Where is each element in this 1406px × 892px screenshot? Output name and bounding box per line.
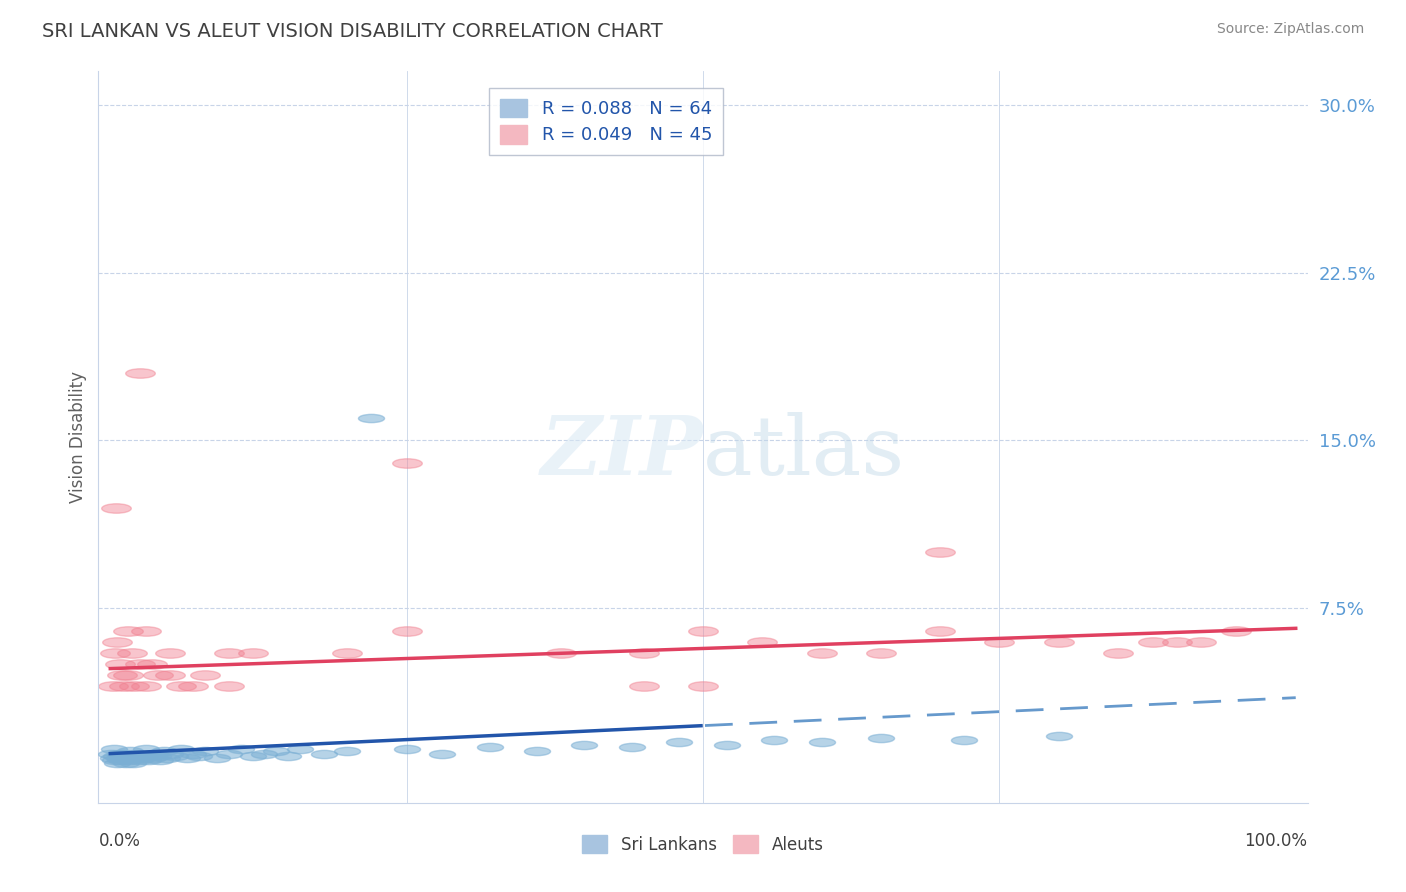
Text: Source: ZipAtlas.com: Source: ZipAtlas.com xyxy=(1216,22,1364,37)
Text: ZIP: ZIP xyxy=(540,412,703,491)
Text: SRI LANKAN VS ALEUT VISION DISABILITY CORRELATION CHART: SRI LANKAN VS ALEUT VISION DISABILITY CO… xyxy=(42,22,664,41)
Text: 0.0%: 0.0% xyxy=(98,832,141,850)
Y-axis label: Vision Disability: Vision Disability xyxy=(69,371,87,503)
Text: 100.0%: 100.0% xyxy=(1244,832,1308,850)
Text: atlas: atlas xyxy=(703,412,905,491)
Legend: Sri Lankans, Aleuts: Sri Lankans, Aleuts xyxy=(575,829,831,860)
